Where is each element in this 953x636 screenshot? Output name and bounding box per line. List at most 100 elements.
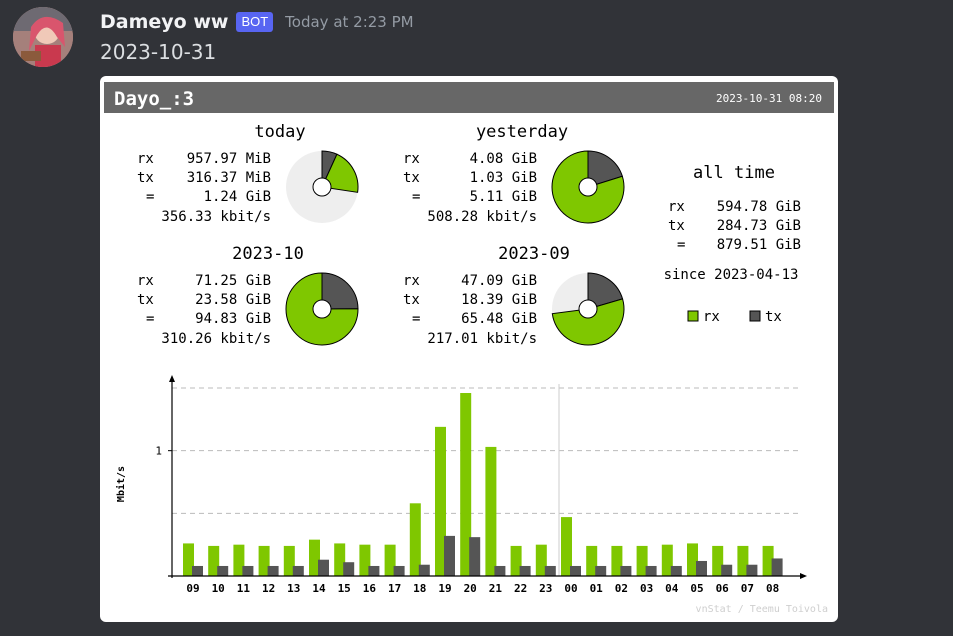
bar-tx-22	[519, 565, 531, 576]
x-tick-label-07: 07	[741, 582, 754, 595]
x-tick-label-00: 00	[564, 582, 577, 595]
month-previous-pie	[551, 272, 625, 346]
x-tick-label-09: 09	[186, 582, 199, 595]
legend-rx-swatch	[687, 310, 699, 322]
bar-tx-07	[746, 564, 758, 576]
bar-tx-02	[620, 565, 632, 576]
yesterday-pie-hole	[578, 177, 598, 197]
avatar[interactable]	[13, 7, 73, 67]
bar-rx-13	[283, 545, 295, 576]
bar-rx-06	[712, 545, 724, 576]
yesterday-tx-value: 1.03 GiB	[470, 170, 537, 186]
legend-rx-label: rx	[703, 309, 720, 325]
month-current-total-value: 94.83 GiB	[195, 311, 271, 327]
x-tick-label-05: 05	[690, 582, 703, 595]
bar-rx-14	[309, 539, 320, 576]
legend: rx tx	[687, 309, 782, 325]
today-pie	[286, 150, 359, 223]
yesterday-tx-label: tx	[403, 170, 420, 186]
bar-rx-10	[208, 545, 220, 576]
bar-rx-22	[510, 545, 522, 576]
bar-tx-21	[494, 565, 506, 576]
yesterday-rx-value: 4.08 GiB	[470, 151, 537, 167]
month-current-pie	[285, 272, 359, 346]
bar-tx-15	[343, 562, 355, 576]
host-title: Dayo_:3	[114, 88, 194, 110]
bar-tx-01	[595, 565, 607, 576]
x-tick-label-14: 14	[312, 582, 326, 595]
month_current-pie-tx-slice	[321, 272, 359, 310]
month-previous-total-value: 65.48 GiB	[461, 311, 537, 327]
month-current-tx-value: 23.58 GiB	[195, 292, 271, 308]
bar-rx-18	[409, 503, 421, 576]
yesterday-rx-label: rx	[403, 151, 420, 167]
x-tick-label-13: 13	[287, 582, 300, 595]
all-time-total-value: 879.51 GiB	[717, 237, 801, 253]
hourly-bar-chart: 1 Mbit/s 09 10 11 12 13 14 15 16 17 18 19 20 21 22 23 00 0…	[115, 375, 807, 595]
bar-tx-04	[670, 565, 682, 576]
month-current-rx-label: rx	[137, 273, 154, 289]
bar-tx-10	[217, 565, 229, 576]
message-header: Dameyo ww BOT Today at 2:23 PM	[100, 6, 414, 38]
month_previous-pie-rx-slice	[551, 298, 625, 346]
bar-rx-21	[485, 446, 497, 576]
author-name[interactable]: Dameyo ww	[100, 11, 229, 33]
month-current-block: 2023-10 rx 71.25 GiB tx 23.58 GiB = 94.8…	[137, 244, 304, 347]
x-tick-label-03: 03	[640, 582, 653, 595]
today-tx-value: 316.37 MiB	[187, 170, 271, 186]
bar-rx-01	[586, 545, 598, 576]
bar-rx-05	[687, 543, 698, 576]
bot-badge: BOT	[236, 12, 274, 32]
all-time-heading: all time	[693, 163, 775, 183]
y-axis-label: Mbit/s	[115, 466, 127, 502]
bar-rx-11	[233, 544, 245, 576]
generated-timestamp: 2023-10-31 08:20	[716, 92, 822, 105]
bar-rx-03	[636, 545, 648, 576]
month-current-eq-label: =	[146, 311, 154, 327]
bar-rx-08	[762, 545, 774, 576]
y-tick-label: 1	[155, 445, 162, 458]
month-previous-tx-value: 18.39 GiB	[461, 292, 537, 308]
all-time-block: all time rx 594.78 GiB tx 284.73 GiB = 8…	[664, 163, 801, 283]
month-current-rx-value: 71.25 GiB	[195, 273, 271, 289]
bar-tx-20	[469, 537, 481, 576]
bar-tx-23	[544, 565, 556, 576]
month-previous-rate-value: 217.01 kbit/s	[427, 331, 537, 347]
bar-tx-09	[192, 565, 203, 576]
month-previous-rx-value: 47.09 GiB	[461, 273, 537, 289]
today-heading: today	[254, 122, 305, 142]
today-pie-rx-slice	[321, 153, 359, 193]
message-timestamp[interactable]: Today at 2:23 PM	[285, 13, 414, 31]
x-tick-label-08: 08	[766, 582, 779, 595]
title-bar	[104, 82, 834, 113]
image-attachment[interactable]: Dayo_:3 2023-10-31 08:20 today rx 957.97…	[100, 76, 838, 622]
x-tick-label-02: 02	[615, 582, 628, 595]
bar-rx-17	[384, 544, 396, 576]
vnstat-credit: vnStat / Teemu Toivola	[696, 604, 828, 615]
yesterday-total-value: 5.11 GiB	[470, 189, 537, 205]
bar-tx-11	[242, 565, 254, 576]
bar-tx-16	[368, 565, 380, 576]
bar-tx-18	[418, 564, 430, 576]
message-content: 2023-10-31	[100, 40, 217, 64]
y-axis-arrow	[169, 375, 175, 382]
legend-tx-swatch	[749, 310, 761, 322]
month-previous-eq-label: =	[412, 311, 420, 327]
today-tx-label: tx	[137, 170, 154, 186]
month-previous-tx-label: tx	[403, 292, 420, 308]
x-tick-label-22: 22	[514, 582, 527, 595]
yesterday-eq-label: =	[412, 189, 420, 205]
x-tick-label-23: 23	[539, 582, 552, 595]
month_previous-pie-hole	[578, 299, 598, 319]
yesterday-block: yesterday rx 4.08 GiB tx 1.03 GiB = 5.11…	[403, 122, 568, 225]
bar-tx-13	[292, 565, 304, 576]
today-rx-label: rx	[137, 151, 154, 167]
bar-tx-00	[570, 565, 581, 576]
all-time-eq-label: =	[677, 237, 685, 253]
all-time-tx-value: 284.73 GiB	[717, 218, 801, 234]
x-tick-label-18: 18	[413, 582, 426, 595]
bar-rx-23	[535, 544, 547, 576]
today-total-value: 1.24 GiB	[204, 189, 271, 205]
x-tick-label-16: 16	[363, 582, 377, 595]
